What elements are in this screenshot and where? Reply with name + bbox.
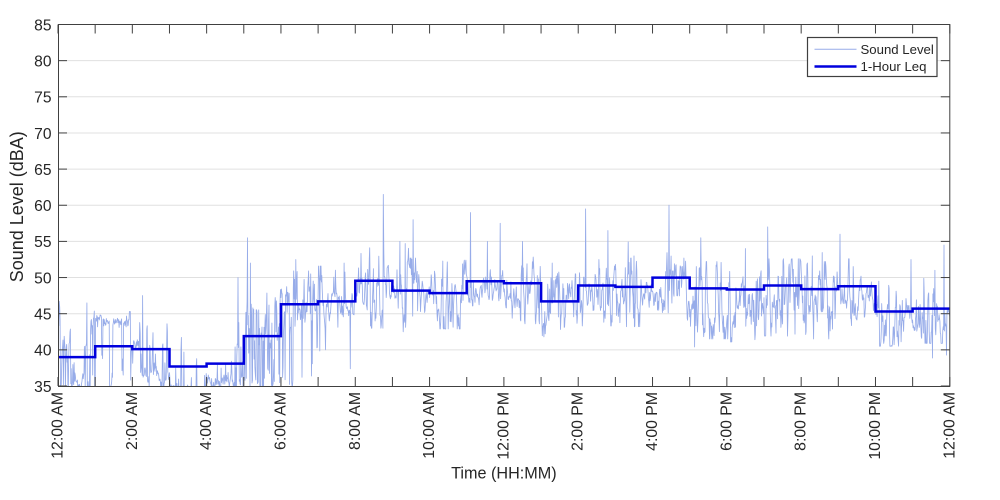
svg-text:75: 75 xyxy=(34,90,52,107)
svg-text:40: 40 xyxy=(34,343,52,360)
svg-text:60: 60 xyxy=(34,198,52,215)
svg-text:Sound Level: Sound Level xyxy=(861,42,934,57)
svg-text:12:00 AM: 12:00 AM xyxy=(50,392,67,459)
svg-text:4:00 PM: 4:00 PM xyxy=(644,392,661,451)
svg-text:4:00 AM: 4:00 AM xyxy=(198,392,215,450)
svg-text:85: 85 xyxy=(34,17,52,34)
svg-text:10:00 AM: 10:00 AM xyxy=(421,392,438,459)
svg-text:65: 65 xyxy=(34,162,52,179)
svg-text:2:00 PM: 2:00 PM xyxy=(570,392,587,451)
svg-text:6:00 AM: 6:00 AM xyxy=(272,392,289,450)
svg-text:45: 45 xyxy=(34,307,52,324)
svg-text:Time (HH:MM): Time (HH:MM) xyxy=(451,465,557,483)
svg-text:8:00 AM: 8:00 AM xyxy=(347,392,364,450)
svg-text:55: 55 xyxy=(34,234,52,251)
svg-text:6:00 PM: 6:00 PM xyxy=(718,392,735,451)
svg-text:80: 80 xyxy=(34,53,52,70)
svg-text:8:00 PM: 8:00 PM xyxy=(793,392,810,451)
svg-text:10:00 PM: 10:00 PM xyxy=(867,392,884,460)
svg-text:70: 70 xyxy=(34,126,52,143)
svg-text:12:00 PM: 12:00 PM xyxy=(495,392,512,460)
svg-text:12:00 AM: 12:00 AM xyxy=(941,392,958,459)
svg-text:1-Hour Leq: 1-Hour Leq xyxy=(861,59,927,74)
svg-text:2:00 AM: 2:00 AM xyxy=(124,392,141,450)
svg-text:50: 50 xyxy=(34,270,52,287)
svg-text:35: 35 xyxy=(34,379,52,396)
svg-text:Sound Level (dBA): Sound Level (dBA) xyxy=(7,131,27,282)
